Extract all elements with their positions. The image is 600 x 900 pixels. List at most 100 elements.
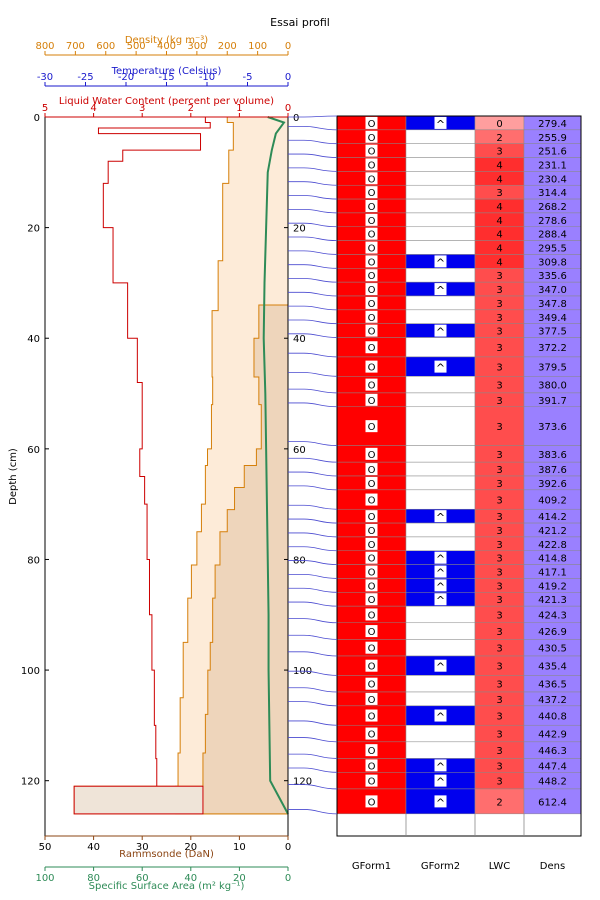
depth-link-line	[288, 167, 338, 172]
gform2-symbol-box	[434, 709, 447, 722]
gform1-symbol: O	[368, 627, 376, 638]
depth-link-line	[288, 457, 338, 463]
lwc-value: 3	[496, 512, 502, 523]
gform1-symbol-box	[365, 727, 378, 740]
lwc-value: 4	[496, 257, 502, 268]
depth-tick-label: 120	[21, 777, 40, 788]
density-tick-label: 300	[187, 41, 206, 52]
gform2-symbol-box	[434, 360, 447, 373]
depth-link-line	[288, 278, 338, 283]
gform1-symbol-box	[365, 144, 378, 157]
depth-link-line	[288, 195, 338, 200]
lwc-value: 3	[496, 712, 502, 723]
gform1-symbol-box	[365, 420, 378, 433]
gform1-symbol-box	[365, 186, 378, 199]
gform1-symbol: O	[368, 695, 376, 706]
gform1-symbol: O	[368, 540, 376, 551]
depth-link-line	[288, 546, 338, 552]
depth-link-line	[288, 701, 338, 707]
dens-value: 440.8	[538, 712, 567, 723]
gform1-symbol: O	[368, 230, 376, 241]
gform2-symbol: ^	[436, 553, 445, 566]
depth-tick-label: 40	[27, 334, 40, 345]
lwc-value: 3	[496, 271, 502, 282]
dens-value: 231.1	[538, 160, 567, 171]
gform2-symbol-box	[434, 774, 447, 787]
depth-link-line	[288, 753, 338, 759]
gform2-cell	[405, 157, 476, 172]
depth-link-line	[288, 587, 338, 593]
gform2-cell	[405, 522, 476, 538]
gform2-symbol: ^	[436, 511, 445, 524]
gform1-symbol-box	[365, 130, 378, 143]
dens-value: 421.3	[538, 595, 567, 606]
dens-value: 430.5	[538, 644, 567, 655]
gform1-symbol-box	[365, 677, 378, 690]
depth-link-line	[288, 809, 338, 815]
gform2-cell	[405, 129, 476, 144]
depth-axis-label: Depth (cm)	[8, 448, 19, 505]
gform1-symbol: O	[368, 133, 376, 144]
gform2-symbol: ^	[436, 567, 445, 580]
gform2-cell	[405, 143, 476, 158]
lwc-value: 2	[496, 797, 502, 808]
gform2-symbol-box	[434, 324, 447, 337]
lwc-value: 3	[496, 450, 502, 461]
lwc-value: 4	[496, 216, 502, 227]
gform1-symbol-box	[365, 269, 378, 282]
gform2-symbol-box	[434, 116, 447, 129]
depth-link-line	[288, 372, 338, 377]
lwc-value: 3	[496, 695, 502, 706]
lwc-value: 4	[496, 174, 502, 185]
depth-link-line	[288, 767, 338, 773]
dens-value: 424.3	[538, 610, 567, 621]
gform2-cell	[405, 741, 476, 759]
gform2-cell	[405, 406, 476, 446]
lwc-value: 3	[496, 285, 502, 296]
density-tick-label: 600	[96, 41, 115, 52]
depth-link-line	[288, 222, 338, 228]
density-tick-label: 200	[218, 41, 237, 52]
depth-link-line	[288, 352, 338, 358]
depth-tick-label: 0	[34, 113, 40, 124]
depth-tick-label-right: 40	[293, 334, 306, 345]
gform1-symbol: O	[368, 797, 376, 808]
lwc-value: 2	[496, 133, 502, 144]
gform1-symbol: O	[368, 512, 376, 523]
dens-value: 447.4	[538, 761, 567, 772]
gform2-symbol: ^	[436, 796, 445, 809]
ssa-tick-label: 80	[87, 873, 100, 884]
gform2-cell	[405, 240, 476, 255]
lwc-value: 3	[496, 526, 502, 537]
depth-link-line	[288, 333, 338, 338]
gform2-cell	[405, 622, 476, 640]
lwc-value: 3	[496, 680, 502, 691]
ssa-tick-label: 40	[184, 873, 197, 884]
temperature-tick-label: -10	[199, 72, 215, 83]
lwc-value: 3	[496, 188, 502, 199]
depth-link-line	[288, 236, 338, 242]
gform1-symbol-box	[365, 608, 378, 621]
depth-link-line	[288, 181, 338, 186]
ssa-axis-label: Specific Surface Area (m² kg⁻¹)	[89, 881, 245, 892]
dens-value: 279.4	[538, 119, 567, 130]
depth-link-line	[288, 319, 338, 325]
table-column-header: Dens	[540, 861, 565, 872]
gform2-cell	[405, 226, 476, 241]
dens-value: 347.8	[538, 299, 567, 310]
gform1-symbol-box	[365, 510, 378, 523]
gform1-symbol: O	[368, 595, 376, 606]
gform1-symbol: O	[368, 662, 376, 673]
gform1-symbol-box	[365, 493, 378, 506]
ssa-tick-label: 60	[136, 873, 149, 884]
lwc-value: 3	[496, 327, 502, 338]
gform2-symbol: ^	[436, 776, 445, 789]
depth-link-line	[288, 388, 338, 394]
depth-tick-label: 80	[27, 555, 40, 566]
temperature-axis-label: Temperature (Celsius)	[111, 66, 222, 77]
depth-link-line	[288, 291, 338, 297]
lwc-value: 3	[496, 540, 502, 551]
gform1-symbol: O	[368, 257, 376, 268]
lwc-tick-label: 0	[285, 103, 291, 114]
